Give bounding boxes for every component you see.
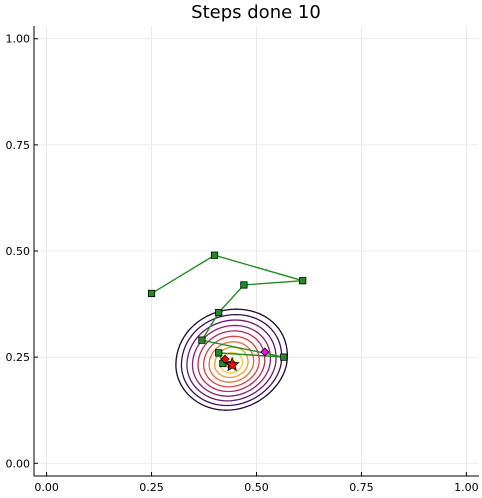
y-tick-label: 1.00 (6, 33, 31, 46)
x-tick-label: 0.25 (139, 481, 164, 494)
diamond-marker (260, 347, 270, 357)
grid-layer (34, 26, 479, 476)
path-point-marker (299, 277, 307, 285)
path-point-marker (198, 336, 206, 344)
x-tick-label: 0.00 (34, 481, 59, 494)
y-tick-label: 0.75 (6, 139, 31, 152)
path-point-marker (215, 349, 223, 357)
y-tick-label: 0.25 (6, 351, 31, 364)
contour-level (197, 330, 266, 393)
contour-level (208, 341, 255, 383)
contour-level (213, 346, 249, 379)
contour-level (175, 308, 288, 411)
path-point-marker (215, 308, 223, 317)
contour-layer (175, 308, 288, 411)
contour-level (191, 324, 272, 397)
contour-level (186, 319, 277, 402)
x-tick-label: 0.75 (349, 481, 374, 494)
path-point-marker (147, 289, 156, 298)
series-line (151, 254, 303, 366)
y-tick-label: 0.50 (6, 245, 31, 258)
chart-title: Steps done 10 (191, 2, 321, 23)
series-layer (147, 251, 307, 369)
path-point-marker (240, 281, 248, 289)
y-tick-label: 0.00 (6, 457, 31, 470)
path-point-marker (280, 353, 288, 361)
diamond-marker (220, 354, 230, 364)
star-marker (224, 356, 240, 372)
x-tick-label: 0.50 (244, 481, 269, 494)
x-tick-label: 1.00 (454, 481, 479, 494)
path-point-marker (210, 251, 219, 259)
axis-layer: 0.00 0.25 0.50 0.75 1.00 0.00 0.25 0.50 0.75 1.00 (6, 26, 479, 494)
contour-level (202, 335, 260, 388)
contour-level (180, 313, 283, 407)
points-layer (220, 347, 270, 372)
